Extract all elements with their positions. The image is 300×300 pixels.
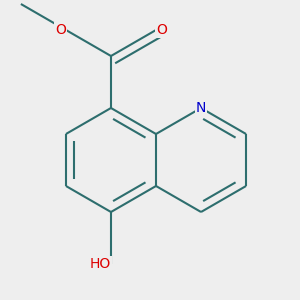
Text: O: O [55,23,66,37]
Text: HO: HO [90,257,111,271]
Text: O: O [156,23,167,37]
Text: N: N [196,101,206,115]
